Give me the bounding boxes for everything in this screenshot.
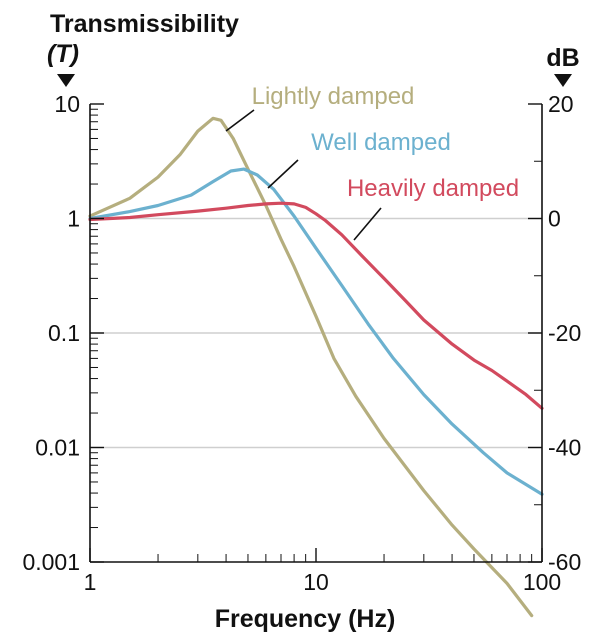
series-label-2: Heavily damped [347, 175, 519, 202]
y-tick-label: 10 [54, 91, 80, 117]
series-labels: Lightly damped Well damped Heavily damped [225, 83, 519, 241]
y2-tick-label: 20 [548, 91, 574, 117]
y-tick-label: 0.01 [35, 435, 80, 461]
y-tick-label: 0.001 [22, 549, 80, 575]
series-label-leader [267, 159, 299, 189]
series-line-0 [88, 116, 534, 618]
y2-tick-label: -20 [548, 320, 581, 346]
right-axis-marker-icon [554, 74, 572, 87]
series-label-1: Well damped [311, 129, 451, 156]
x-tick-label: 10 [303, 569, 329, 595]
left-axis-marker-icon [57, 74, 75, 87]
tick-labels: 10 1 0.1 0.01 0.001 20 0 -20 -40 -60 1 10 100 [22, 91, 581, 595]
left-axis-title-line1: Transmissibility [50, 10, 239, 38]
x-axis-title: Frequency (Hz) [215, 605, 396, 633]
series-label-leader [353, 207, 382, 241]
left-axis-title-line2: (T) [47, 40, 79, 68]
x-tick-label: 1 [84, 569, 97, 595]
y-tick-label: 1 [67, 206, 80, 232]
y2-tick-label: -60 [548, 549, 581, 575]
right-axis-title: dB [546, 44, 579, 72]
y-tick-label: 0.1 [48, 320, 80, 346]
series-lines [88, 116, 544, 618]
axis-ticks [89, 103, 543, 563]
x-tick-label: 100 [523, 569, 561, 595]
y2-tick-label: -40 [548, 435, 581, 461]
series-line-2 [88, 201, 544, 410]
gridlines [90, 217, 542, 449]
y2-tick-label: 0 [548, 206, 561, 232]
series-label-leader [225, 109, 255, 132]
series-line-1 [88, 167, 544, 496]
series-label-0: Lightly damped [252, 83, 415, 110]
